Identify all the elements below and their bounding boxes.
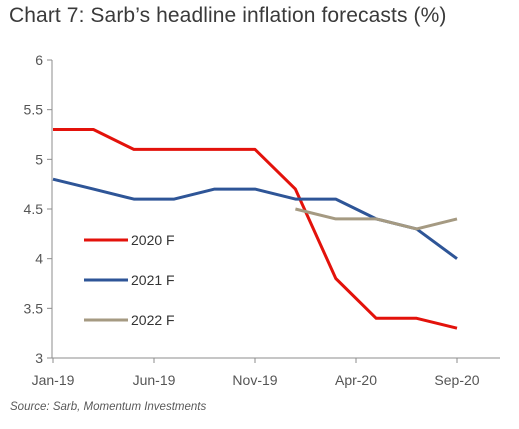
x-tick-label: Sep-20 — [434, 372, 479, 388]
y-tick-label: 3 — [35, 350, 43, 366]
y-tick-label: 4 — [35, 251, 43, 267]
legend-label: 2021 F — [131, 272, 175, 288]
y-tick-label: 5.5 — [24, 102, 44, 118]
chart-lines — [52, 128, 458, 330]
legend-label: 2020 F — [131, 232, 175, 248]
y-tick-label: 3.5 — [24, 300, 44, 316]
x-tick-label: Jan-19 — [32, 372, 75, 388]
chart-legend: 2020 F 2021 F 2022 F — [84, 232, 175, 328]
x-tick-label: Apr-20 — [335, 372, 377, 388]
x-tick-label: Nov-19 — [232, 372, 277, 388]
x-tick-label: Jun-19 — [133, 372, 176, 388]
series-line-2021-f — [52, 177, 458, 260]
chart-axes: 6 5.5 5 4.5 4 3.5 3 Jan-19 Jun-19 Nov-19 Apr-20 Sep… — [24, 52, 500, 388]
y-tick-label: 4.5 — [24, 201, 44, 217]
series-line-2020-f — [53, 128, 458, 330]
chart-title: Chart 7: Sarb’s headline inflation forec… — [9, 4, 447, 27]
legend-label: 2022 F — [131, 312, 175, 328]
y-tick-label: 5 — [35, 151, 43, 167]
series-line-2022-f — [295, 207, 458, 231]
source-note: Source: Sarb, Momentum Investments — [10, 401, 207, 413]
y-tick-label: 6 — [35, 52, 43, 68]
